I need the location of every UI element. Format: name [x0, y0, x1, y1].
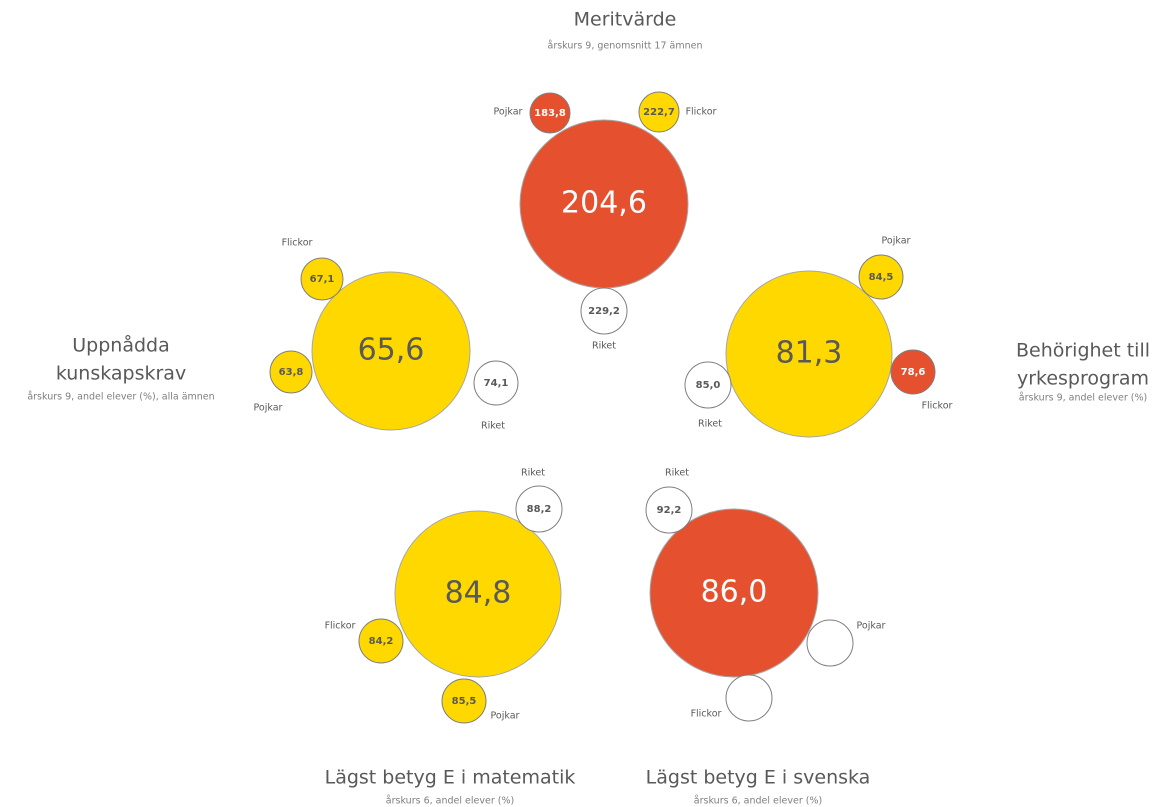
satellite-value: 78,6	[901, 367, 926, 378]
satellite-label: Riket	[698, 419, 722, 430]
satellite-label: Riket	[665, 468, 689, 479]
satellite-value: 92,2	[657, 505, 682, 516]
satellite-value: 85,5	[452, 696, 477, 707]
satellite-bubble	[473, 360, 519, 406]
group-title: Meritvärde	[574, 9, 677, 31]
satellite-bubble	[645, 486, 693, 534]
satellite-value: 74,1	[484, 378, 509, 389]
satellite-bubble	[858, 254, 904, 300]
satellite-value: 84,5	[869, 272, 894, 283]
satellite-label: Pojkar	[494, 107, 523, 118]
group-title: Lägst betyg E i svenska	[646, 767, 871, 789]
satellite-bubble	[269, 350, 313, 394]
satellite-label: Flickor	[922, 401, 953, 412]
satellite-label: Pojkar	[857, 621, 886, 632]
satellite-value: 84,2	[369, 636, 394, 647]
group-subtitle: årskurs 6, andel elever (%)	[694, 796, 822, 807]
main-bubble	[725, 270, 893, 438]
group-title: Uppnådda	[72, 334, 169, 357]
satellite-bubble	[890, 349, 936, 395]
main-value: 84,8	[445, 576, 512, 611]
group-title: kunskapskrav	[56, 363, 186, 385]
satellite-label: Riket	[521, 468, 545, 479]
group-title: yrkesprogram	[1017, 368, 1149, 390]
satellite-label: Pojkar	[491, 711, 520, 722]
satellite-label: Pojkar	[882, 236, 911, 247]
satellite-bubble	[300, 257, 344, 301]
group-title: Behörighet till	[1016, 340, 1150, 362]
satellite-bubble	[529, 92, 571, 134]
satellite-bubble	[358, 618, 404, 664]
group-subtitle: årskurs 6, andel elever (%)	[386, 796, 514, 807]
satellite-value: 85,0	[696, 380, 721, 391]
main-value: 86,0	[701, 575, 768, 610]
satellite-label: Pojkar	[254, 403, 283, 414]
satellite-label: Flickor	[691, 709, 722, 720]
satellite-label: Riket	[481, 421, 505, 432]
main-value: 81,3	[776, 336, 843, 371]
satellite-label: Flickor	[325, 621, 356, 632]
satellite-bubble	[580, 287, 628, 335]
main-bubble	[311, 271, 471, 431]
satellite-value: 222,7	[643, 107, 675, 118]
satellite-bubble	[441, 678, 487, 724]
satellite-bubble	[638, 91, 680, 133]
group-subtitle: årskurs 9, andel elever (%), alla ämnen	[27, 392, 214, 403]
satellite-value: 88,2	[527, 504, 552, 515]
satellite-value: 229,2	[588, 306, 620, 317]
main-value: 204,6	[561, 186, 647, 221]
main-bubble	[649, 508, 819, 678]
satellite-label: Flickor	[282, 238, 313, 249]
satellite-value: 63,8	[279, 367, 304, 378]
main-value: 65,6	[358, 333, 425, 368]
group-subtitle: årskurs 9, genomsnitt 17 ämnen	[548, 41, 703, 52]
group-title: Lägst betyg E i matematik	[325, 767, 576, 789]
satellite-bubble	[725, 674, 773, 722]
main-bubble	[394, 510, 562, 678]
satellite-value: 183,8	[534, 108, 566, 119]
satellite-bubble	[684, 361, 732, 409]
group-subtitle: årskurs 9, andel elever (%)	[1019, 393, 1147, 404]
satellite-bubble	[806, 619, 854, 667]
satellite-bubble	[515, 485, 563, 533]
satellite-label: Riket	[592, 341, 616, 352]
satellite-label: Flickor	[686, 107, 717, 118]
satellite-value: 67,1	[310, 274, 335, 285]
